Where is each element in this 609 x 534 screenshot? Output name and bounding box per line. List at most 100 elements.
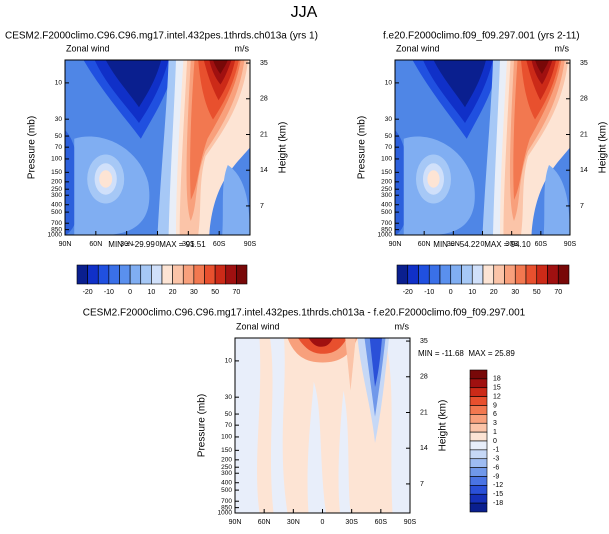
colorbar-label: 30 (190, 289, 198, 296)
y-tick-label: 1000 (378, 232, 393, 239)
colorbar-box (76, 264, 88, 285)
contour-field (235, 338, 410, 513)
x-tick-label: 30N (287, 519, 300, 526)
colorbar-box (469, 449, 488, 460)
x-tick-label: 30N (120, 241, 133, 248)
colorbar-box (450, 264, 462, 285)
colorbar-label: 70 (232, 289, 240, 296)
colorbar-box (225, 264, 237, 285)
y2-axis-title: Height (km) (438, 400, 449, 452)
y-tick-label: 400 (221, 479, 232, 486)
colorbar-box (396, 264, 409, 285)
colorbar-box (469, 378, 488, 389)
colorbar-box (469, 458, 488, 468)
y2-tick-label: 7 (580, 203, 584, 210)
y-tick-label: 30 (385, 116, 393, 123)
colorbar-box (407, 264, 419, 285)
colorbar-box (108, 264, 120, 285)
colorbar-label: 12 (493, 393, 501, 400)
colorbar-label: 18 (493, 376, 501, 383)
colorbar-label: 0 (449, 289, 453, 296)
contour-field (395, 60, 570, 235)
colorbar-box (482, 264, 495, 285)
y2-axis-title: Height (km) (598, 122, 609, 174)
colorbar-label: 20 (490, 289, 498, 296)
colorbar-box (471, 264, 484, 285)
y-tick-label: 1000 (48, 232, 63, 239)
y-tick-label: 200 (51, 179, 62, 186)
y2-tick-label: 14 (420, 445, 428, 452)
y-tick-label: 150 (51, 169, 62, 176)
colorbar-label: 1 (493, 429, 497, 436)
colorbar-label: 30 (511, 289, 519, 296)
colorbar-box (514, 264, 527, 285)
colorbar-label: -12 (493, 482, 503, 489)
y-tick-label: 400 (51, 201, 62, 208)
colorbar-box (469, 369, 488, 380)
x-tick-label: 30S (345, 519, 358, 526)
y-tick-label: 850 (221, 504, 232, 511)
min-max: MIN = -29.99 MAX = 91.51 (108, 240, 206, 249)
figure-title: JJA (291, 4, 318, 21)
y-axis-title: Pressure (mb) (27, 116, 38, 179)
colorbar-box (214, 264, 227, 285)
colorbar-box (557, 264, 570, 285)
y-tick-label: 850 (381, 226, 392, 233)
x-tick-label: 90S (244, 241, 257, 248)
y-tick-label: 500 (221, 487, 232, 494)
colorbar-label: 15 (493, 385, 501, 392)
colorbar-box (204, 264, 216, 285)
x-tick-label: 60N (258, 519, 271, 526)
colorbar-label: 10 (147, 289, 155, 296)
y-tick-label: 10 (55, 80, 63, 87)
y-axis-title: Pressure (mb) (357, 116, 368, 179)
colorbar-box (87, 264, 99, 285)
y-tick-label: 250 (51, 186, 62, 193)
colorbar-box (182, 264, 195, 285)
colorbar-label: 50 (211, 289, 219, 296)
y2-tick-label: 14 (260, 167, 268, 174)
colorbar-box (469, 431, 488, 442)
colorbar-box (140, 264, 152, 285)
colorbar-box (119, 264, 131, 285)
colorbar-box (161, 264, 173, 285)
colorbar-box (97, 264, 110, 285)
y-tick-label: 250 (221, 464, 232, 471)
y-tick-label: 10 (385, 80, 393, 87)
colorbar-box (469, 405, 488, 415)
y-tick-label: 200 (221, 457, 232, 464)
colorbar-label: -20 (403, 289, 413, 296)
y-tick-label: 200 (381, 179, 392, 186)
y-tick-label: 10 (225, 358, 233, 365)
units-label: m/s (395, 321, 410, 331)
y2-tick-label: 14 (580, 167, 588, 174)
y-tick-label: 100 (221, 434, 232, 441)
x-tick-label: 60N (418, 241, 431, 248)
y-tick-label: 100 (51, 156, 62, 163)
x-tick-label: 0 (321, 519, 325, 526)
y-tick-label: 30 (225, 394, 233, 401)
field-label: Zonal wind (236, 321, 280, 331)
panel-title: CESM2.F2000climo.C96.C96.mg17.intel.432p… (5, 31, 318, 42)
x-tick-label: 60N (89, 241, 102, 248)
colorbar-box (504, 264, 516, 285)
colorbar-box (461, 264, 473, 285)
colorbar-box (493, 264, 505, 285)
colorbar-box (469, 467, 488, 477)
colorbar-box (129, 264, 142, 285)
colorbar-box (439, 264, 452, 285)
y-tick-label: 300 (51, 192, 62, 199)
colorbar-label: -3 (493, 456, 499, 463)
y2-tick-label: 35 (260, 60, 268, 67)
x-tick-label: 60S (535, 241, 548, 248)
x-tick-label: 90N (389, 241, 402, 248)
y-tick-label: 50 (385, 133, 393, 140)
colorbar-box (172, 264, 184, 285)
field-label: Zonal wind (66, 43, 110, 53)
y2-tick-label: 35 (580, 60, 588, 67)
colorbar-label: -10 (104, 289, 114, 296)
colorbar-label: 20 (169, 289, 177, 296)
y-tick-label: 150 (381, 169, 392, 176)
y-tick-label: 70 (385, 144, 393, 151)
